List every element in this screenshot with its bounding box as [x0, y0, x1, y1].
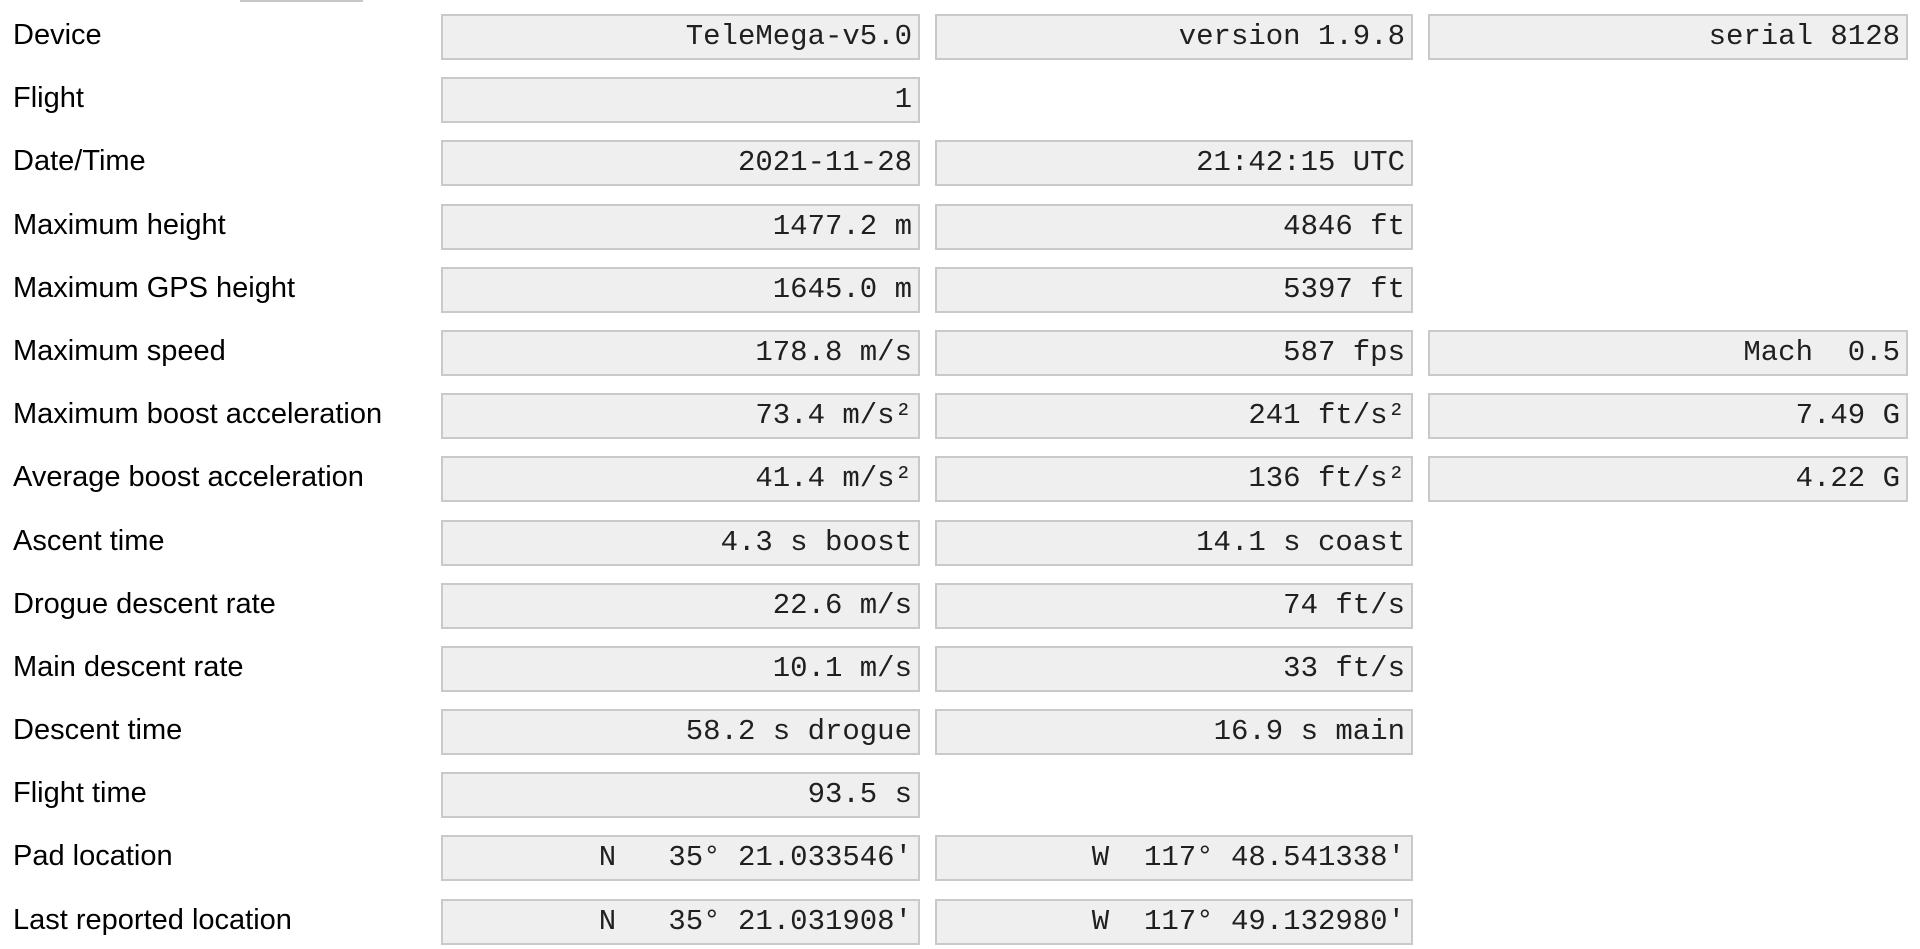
value-field: version 1.9.8 [935, 14, 1413, 60]
row-label: Average boost acceleration [13, 461, 364, 494]
row-label: Drogue descent rate [13, 587, 276, 620]
value-field: serial 8128 [1428, 14, 1908, 60]
row-label: Maximum speed [13, 334, 226, 367]
row-label: Date/Time [13, 145, 146, 178]
row-flight: Flight 1 [0, 63, 1920, 126]
row-maximum-speed: Maximum speed 178.8 m/s 587 fps Mach 0.5 [0, 316, 1920, 379]
value-field: 136 ft/s² [935, 456, 1413, 503]
value-field: 7.49 G [1428, 393, 1908, 440]
value-field: TeleMega-v5.0 [441, 14, 920, 60]
value-field: 58.2 s drogue [441, 709, 920, 756]
row-ascent-time: Ascent time 4.3 s boost 14.1 s coast [0, 506, 1920, 569]
value-field: 74 ft/s [935, 582, 1413, 629]
value-field: 41.4 m/s² [441, 456, 920, 503]
value-field: N 35° 21.033546' [441, 835, 920, 882]
row-average-boost-acceleration: Average boost acceleration 41.4 m/s² 136… [0, 442, 1920, 505]
row-flight-time: Flight time 93.5 s [0, 758, 1920, 821]
row-label: Maximum GPS height [13, 271, 296, 304]
row-label: Descent time [13, 714, 183, 747]
value-field: 1645.0 m [441, 266, 920, 313]
row-label: Device [13, 19, 102, 51]
value-field: 21:42:15 UTC [935, 140, 1413, 187]
value-field: 10.1 m/s [441, 645, 920, 692]
value-field: 73.4 m/s² [441, 393, 920, 440]
value-field: W 117° 49.132980' [935, 898, 1413, 945]
row-device: Device TeleMega-v5.0 version 1.9.8 seria… [0, 0, 1920, 63]
row-label: Flight time [13, 777, 147, 810]
value-field: 1 [441, 77, 920, 124]
top-tab-indicator [240, 0, 363, 2]
row-descent-time: Descent time 58.2 s drogue 16.9 s main [0, 695, 1920, 758]
row-label: Last reported location [13, 903, 292, 936]
value-field: Mach 0.5 [1428, 329, 1908, 376]
value-field: W 117° 48.541338' [935, 835, 1413, 882]
value-field: 1477.2 m [441, 203, 920, 250]
row-label: Maximum boost acceleration [13, 398, 383, 431]
value-field: N 35° 21.031908' [441, 898, 920, 945]
row-label: Main descent rate [13, 650, 244, 683]
row-maximum-gps-height: Maximum GPS height 1645.0 m 5397 ft [0, 253, 1920, 316]
value-field: 5397 ft [935, 266, 1413, 313]
row-main-descent-rate: Main descent rate 10.1 m/s 33 ft/s [0, 632, 1920, 695]
value-field: 4.22 G [1428, 456, 1908, 503]
value-field: 22.6 m/s [441, 582, 920, 629]
value-field: 4.3 s boost [441, 519, 920, 566]
value-field: 178.8 m/s [441, 329, 920, 376]
value-field: 4846 ft [935, 203, 1413, 250]
value-field: 2021-11-28 [441, 140, 920, 187]
value-field: 93.5 s [441, 772, 920, 819]
row-label: Pad location [13, 840, 173, 873]
row-last-reported-location: Last reported location N 35° 21.031908' … [0, 885, 1920, 948]
row-maximum-height: Maximum height 1477.2 m 4846 ft [0, 190, 1920, 253]
value-field: 16.9 s main [935, 709, 1413, 756]
row-date-time: Date/Time 2021-11-28 21:42:15 UTC [0, 126, 1920, 189]
row-label: Ascent time [13, 524, 165, 557]
value-field: 33 ft/s [935, 645, 1413, 692]
row-label: Flight [13, 82, 84, 115]
value-field: 241 ft/s² [935, 393, 1413, 440]
row-pad-location: Pad location N 35° 21.033546' W 117° 48.… [0, 821, 1920, 884]
row-drogue-descent-rate: Drogue descent rate 22.6 m/s 74 ft/s [0, 569, 1920, 632]
value-field: 14.1 s coast [935, 519, 1413, 566]
row-maximum-boost-acceleration: Maximum boost acceleration 73.4 m/s² 241… [0, 379, 1920, 442]
value-field: 587 fps [935, 329, 1413, 376]
row-label: Maximum height [13, 208, 226, 241]
